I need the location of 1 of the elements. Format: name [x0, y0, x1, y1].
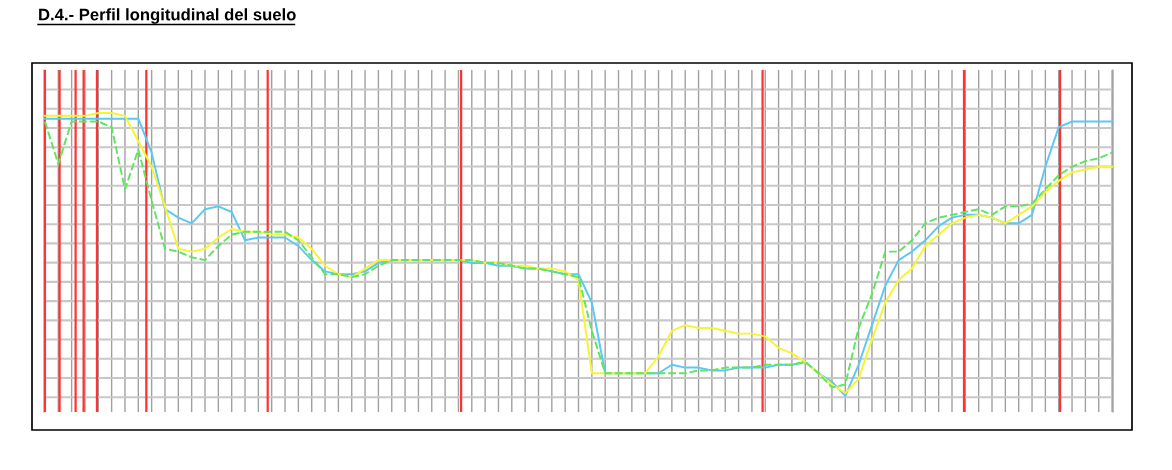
- chart-title: D.4.- Perfil longitudinal del suelo: [39, 8, 296, 24]
